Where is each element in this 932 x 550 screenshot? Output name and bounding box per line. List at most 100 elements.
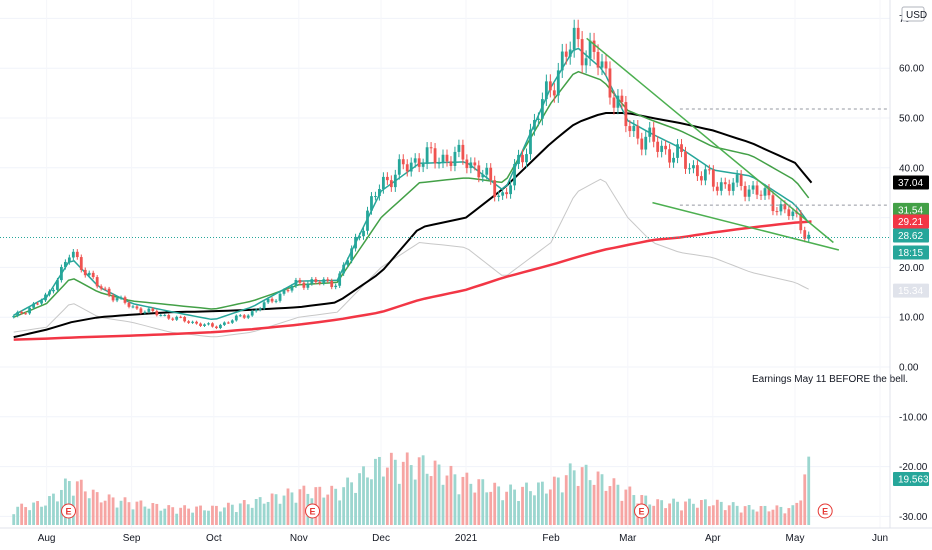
volume-bar bbox=[604, 490, 608, 525]
candle-body bbox=[668, 149, 671, 163]
volume-bar bbox=[322, 497, 326, 525]
candle-body bbox=[429, 147, 433, 149]
volume-bar bbox=[147, 508, 151, 525]
candle-body bbox=[537, 118, 540, 120]
volume-bar bbox=[699, 500, 703, 525]
volume-bar bbox=[453, 474, 457, 525]
volume-bar bbox=[731, 502, 735, 525]
candle-body bbox=[36, 303, 39, 305]
candle-body bbox=[465, 159, 469, 169]
volume-bar bbox=[44, 505, 47, 525]
volume-bar bbox=[521, 486, 524, 525]
candle-body bbox=[171, 318, 175, 320]
candle-body bbox=[604, 61, 608, 69]
volume-bar bbox=[759, 506, 763, 525]
volume-bar bbox=[803, 474, 807, 525]
candle-body bbox=[16, 311, 20, 316]
time-tick-label: Nov bbox=[290, 533, 308, 544]
candle-body bbox=[469, 162, 473, 169]
time-tick-label: Aug bbox=[38, 533, 56, 544]
candle-body bbox=[56, 280, 59, 290]
volume-bar bbox=[544, 493, 548, 525]
price-axis[interactable]: 7060.0050.0040.0030.0020.0010.000.00-10.… bbox=[889, 0, 932, 528]
volume-bar bbox=[771, 509, 775, 525]
upper-trendline bbox=[586, 37, 834, 244]
candle-body bbox=[127, 302, 131, 307]
volume-bar bbox=[461, 476, 465, 525]
price-tick-label: -10.00 bbox=[899, 412, 928, 423]
candle-body bbox=[75, 251, 79, 258]
price-tag-background bbox=[893, 175, 929, 190]
volume-bar bbox=[187, 508, 191, 525]
volume-bar bbox=[159, 510, 163, 525]
time-axis[interactable]: Aug Sep Oct Nov Dec 2021 Feb Mar Apr May Jun bbox=[0, 527, 932, 544]
candle-body bbox=[791, 211, 795, 217]
candle-body bbox=[485, 167, 489, 175]
candle-body bbox=[282, 290, 286, 294]
candle-body bbox=[699, 176, 703, 181]
price-tag-label: 29.21 bbox=[898, 217, 923, 228]
candle-body bbox=[652, 127, 656, 142]
candle-body bbox=[453, 151, 457, 166]
candle-body bbox=[509, 185, 512, 195]
candle-body bbox=[24, 313, 28, 315]
candle-body bbox=[274, 300, 278, 302]
volume-bar bbox=[739, 512, 743, 525]
trendlines bbox=[0, 37, 890, 251]
volume-bar bbox=[195, 506, 198, 525]
volume-bar bbox=[199, 505, 202, 525]
candle-body bbox=[600, 61, 604, 68]
candle-body bbox=[739, 174, 743, 186]
earnings-annotation: Earnings May 11 BEFORE the bell. bbox=[752, 374, 908, 385]
candle-body bbox=[20, 311, 24, 314]
volume-bar bbox=[123, 497, 127, 525]
candle-body bbox=[680, 144, 683, 152]
candle-body bbox=[560, 51, 564, 71]
candle-body bbox=[775, 211, 779, 213]
volume-bar bbox=[167, 505, 171, 525]
candle-body bbox=[540, 99, 544, 119]
candle-body bbox=[731, 182, 735, 191]
candle-body bbox=[401, 159, 405, 165]
volume-bar bbox=[707, 506, 711, 525]
candle-body bbox=[513, 163, 516, 186]
candle-body bbox=[187, 321, 191, 323]
volume-bar bbox=[350, 482, 353, 525]
volume-bar bbox=[592, 484, 596, 525]
plot-background bbox=[0, 0, 890, 528]
time-tick-label: 2021 bbox=[455, 533, 478, 544]
candle-body bbox=[807, 234, 811, 239]
volume-bar bbox=[334, 488, 338, 525]
volume-bar bbox=[385, 467, 389, 525]
volume-bar bbox=[119, 500, 123, 525]
candle-body bbox=[433, 148, 437, 164]
candle-body bbox=[370, 196, 373, 211]
volume-bar bbox=[660, 500, 664, 525]
currency-badge[interactable] bbox=[901, 6, 925, 22]
candle-body bbox=[592, 40, 596, 52]
volume-bar bbox=[16, 506, 20, 525]
candle-body bbox=[270, 298, 274, 302]
price-tag-background bbox=[893, 202, 929, 217]
candle-body bbox=[803, 230, 807, 239]
candle-body bbox=[672, 157, 675, 163]
volume-bar bbox=[381, 476, 385, 525]
candle-body bbox=[580, 39, 584, 66]
volume-bar bbox=[767, 511, 771, 525]
candle-body bbox=[397, 159, 401, 175]
candle-body bbox=[338, 273, 342, 286]
candle-body bbox=[107, 288, 111, 296]
volume-bar bbox=[32, 502, 35, 525]
candle-body bbox=[437, 162, 441, 164]
candle-body bbox=[294, 279, 298, 286]
price-tag-label: 19.563M bbox=[898, 475, 932, 486]
volume-bar bbox=[517, 501, 520, 525]
volume-bar bbox=[326, 494, 330, 525]
candle-body bbox=[366, 210, 369, 231]
candle-body bbox=[83, 269, 87, 276]
candle-body bbox=[211, 323, 214, 327]
candle-body bbox=[207, 323, 210, 325]
